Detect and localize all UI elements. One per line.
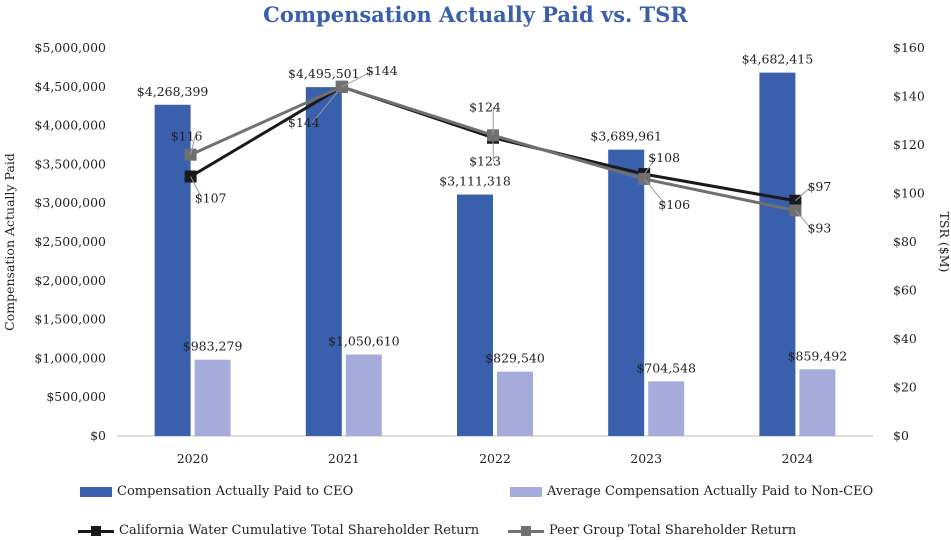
nonceo-bar-label: $1,050,610 — [328, 333, 400, 348]
y2-tick-label: $140 — [893, 89, 925, 104]
y-tick-label: $3,000,000 — [34, 195, 106, 210]
calwater-tsr-label: $107 — [195, 191, 227, 206]
x-tick-label: 2024 — [781, 451, 813, 466]
calwater-tsr-label: $108 — [648, 150, 680, 165]
ceo-bar-label: $3,689,961 — [590, 129, 662, 144]
legend-nonceo-bar: Average Compensation Actually Paid to No… — [510, 484, 873, 499]
calwater-tsr-label: $123 — [469, 154, 501, 169]
nonceo-bar — [194, 359, 231, 436]
chart-title: Compensation Actually Paid vs. TSR — [263, 2, 688, 27]
y-tick-label: $0 — [90, 428, 106, 443]
peer-tsr-leader — [643, 178, 667, 206]
x-tick-label: 2020 — [177, 451, 209, 466]
legend-label-calwater: California Water Cumulative Total Shareh… — [119, 523, 480, 538]
calwater-tsr-label: $97 — [807, 179, 831, 194]
legend-label-peer: Peer Group Total Shareholder Return — [549, 523, 797, 538]
nonceo-bar — [497, 371, 533, 436]
legend-swatch-nonceo — [510, 486, 542, 497]
ceo-bar-label: $4,495,501 — [288, 66, 360, 81]
y-tick-label: $500,000 — [46, 389, 106, 404]
y-tick-label: $5,000,000 — [34, 40, 106, 55]
peer-tsr-label: $93 — [807, 220, 831, 235]
x-tick-label: 2022 — [479, 451, 511, 466]
nonceo-bar — [345, 354, 382, 436]
nonceo-bar — [799, 369, 836, 436]
y2-axis-title: TSR ($M) — [937, 212, 951, 273]
y2-tick-label: $80 — [893, 234, 917, 249]
y2-tick-label: $120 — [893, 137, 925, 152]
legend-symbol-peer — [508, 525, 544, 537]
calwater-tsr-leader — [190, 176, 203, 199]
x-tick-label: 2021 — [328, 451, 360, 466]
legend-label-nonceo: Average Compensation Actually Paid to No… — [547, 484, 874, 499]
ceo-bar-label: $3,111,318 — [439, 174, 511, 189]
y2-tick-label: $40 — [893, 331, 917, 346]
nonceo-bar-label: $829,540 — [485, 351, 545, 366]
y2-tick-label: $60 — [893, 283, 917, 298]
y2-tick-label: $20 — [893, 380, 917, 395]
legend-peer-line: Peer Group Total Shareholder Return — [508, 523, 796, 538]
y2-tick-label: $0 — [893, 428, 909, 443]
peer-tsr-label: $124 — [469, 99, 501, 114]
nonceo-bar — [648, 381, 685, 436]
y-tick-label: $4,000,000 — [34, 118, 106, 133]
y2-tick-label: $100 — [893, 186, 925, 201]
ceo-bar-label: $4,682,415 — [742, 52, 814, 67]
y-tick-label: $2,500,000 — [34, 234, 106, 249]
nonceo-bar-label: $983,279 — [183, 339, 243, 354]
peer-tsr-leader — [795, 210, 812, 229]
legend-label-ceo: Compensation Actually Paid to CEO — [117, 484, 354, 499]
ceo-bar — [305, 87, 342, 437]
nonceo-bar-label: $704,548 — [636, 360, 696, 375]
y2-tick-label: $160 — [893, 40, 925, 55]
y-tick-label: $2,000,000 — [34, 273, 106, 288]
peer-tsr-leader — [190, 136, 196, 155]
legend-symbol-calwater — [78, 525, 114, 537]
calwater-tsr-label: $144 — [288, 115, 320, 130]
peer-tsr-label: $116 — [171, 129, 203, 144]
y-tick-label: $1,500,000 — [34, 312, 106, 327]
peer-tsr-leader — [341, 70, 374, 88]
chart-plot: $0 $500,000 $1,000,000 $1,500,000 $2,000,000… — [2, 40, 951, 466]
nonceo-bar-label: $859,492 — [788, 348, 848, 363]
calwater-tsr-leader — [795, 186, 812, 202]
y-tick-label: $3,500,000 — [34, 156, 106, 171]
ceo-bar — [759, 72, 796, 436]
y-tick-label: $4,500,000 — [34, 79, 106, 94]
ceo-bar — [608, 149, 645, 436]
peer-tsr-label: $144 — [366, 63, 398, 78]
x-tick-label: 2023 — [630, 451, 662, 466]
legend-ceo-bar: Compensation Actually Paid to CEO — [80, 484, 353, 499]
calwater-tsr-leader — [643, 157, 657, 175]
y-axis-title: Compensation Actually Paid — [2, 153, 17, 331]
y-tick-label: $1,000,000 — [34, 350, 106, 365]
ceo-bar-label: $4,268,399 — [137, 84, 209, 99]
legend-calwater-line: California Water Cumulative Total Shareh… — [78, 523, 479, 538]
ceo-bar — [457, 194, 493, 436]
peer-tsr-label: $106 — [658, 197, 690, 212]
legend-swatch-ceo — [80, 486, 112, 497]
